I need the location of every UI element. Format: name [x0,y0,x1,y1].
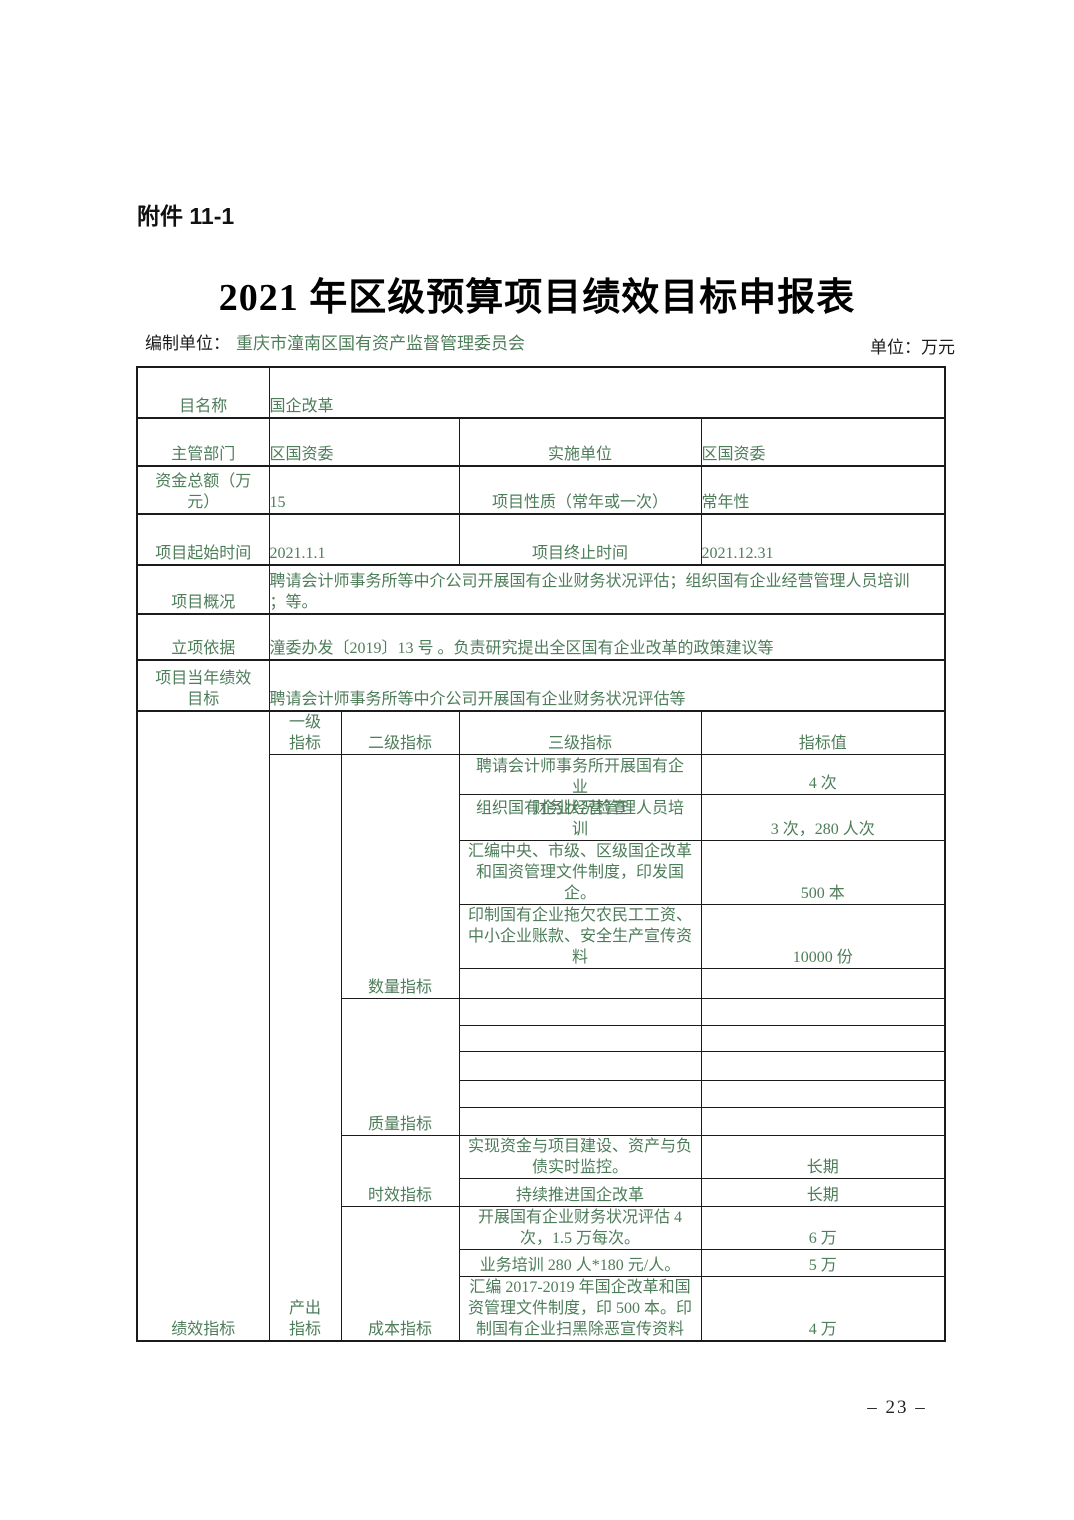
cost-indicator-label: 成本指标 [340,1206,460,1342]
indicator-row: 持续推进国企改革 长期 [137,1178,946,1207]
project-nature-label: 项目性质（常年或一次） [458,465,702,515]
indicator-value: 6 万 [700,1206,946,1250]
level2-header: 二级指标 [340,710,460,755]
indicator-text [458,1051,702,1081]
quality-indicator-label: 质量指标 [340,998,460,1136]
indicator-text: 印制国有企业拖欠农民工工资、 中小企业账款、安全生产宣传资 料 [458,904,702,969]
indicator-row: 组织国有企业经营管理人员培 训 3 次，280 人次 [137,794,946,841]
page-title: 2021 年区级预算项目绩效目标申报表 [218,277,856,319]
row-dates: 项目起始时间 2021.1.1 项目终止时间 2021.12.31 [136,513,946,566]
project-nature-value: 常年性 [700,465,946,515]
prepared-by-label: 编制单位： [145,334,230,353]
indicator-value: 长期 [700,1178,946,1207]
level1-header: 一级 指标 [268,710,342,755]
indicator-text: 实现资金与项目建设、资产与负 债实时监控。 [458,1135,702,1179]
value-header: 指标值 [700,710,946,755]
row-overview: 项目概况 聘请会计师事务所等中介公司开展国有企业财务状况评估；组织国有企业经营管… [136,564,946,615]
end-date-label: 项目终止时间 [458,513,702,566]
indicator-text: 业务培训 280 人*180 元/人。 [458,1249,702,1277]
indicator-text [458,1107,702,1136]
prepared-by-value: 重庆市潼南区国有资产监督管理委员会 [236,334,525,353]
indicator-value: 长期 [700,1135,946,1179]
indicator-text [458,968,702,999]
indicator-text [458,1025,702,1052]
performance-target-table: 目名称 国企改革 主管部门 区国资委 实施单位 区国资委 资金总额（万 元） 1… [136,366,947,1342]
indicator-row: 时效指标 实现资金与项目建设、资产与负 债实时监控。 长期 [137,1135,946,1207]
prepared-by-line: 编制单位： 重庆市潼南区国有资产监督管理委员会 [145,329,525,354]
indicator-row: 印制国有企业拖欠农民工工资、 中小企业账款、安全生产宣传资 料 10000 份 [137,904,946,969]
project-name-value: 国企改革 [268,366,946,419]
row-indicator-header: 绩效指标 一级 指标 二级指标 三级指标 指标值 [136,710,946,1342]
competent-dept-label: 主管部门 [136,417,270,467]
quantity-indicator-label: 数量指标 [340,754,460,999]
indicator-row [137,968,946,999]
indicator-value: 500 本 [700,840,946,905]
indicator-value: 4 次 [700,754,946,795]
indicator-value [700,1025,946,1052]
page-number: – 23 – [867,1397,927,1418]
implementing-unit-label: 实施单位 [458,417,702,467]
indicator-row: 汇编 2017-2019 年国企改革和国 资管理文件制度，印 500 本。印 制… [137,1276,946,1342]
indicator-value [700,998,946,1026]
end-date-value: 2021.12.31 [700,513,946,566]
basis-label: 立项依据 [136,613,270,661]
indicator-row: 成本指标 开展国有企业财务状况评估 4 次，1.5 万每次。 6 万 [137,1206,946,1342]
timeliness-indicator-label: 时效指标 [340,1135,460,1207]
implementing-unit-value: 区国资委 [700,417,946,467]
indicator-row [137,1051,946,1081]
indicator-row: 汇编中央、市级、区级国企改革 和国资管理文件制度，印发国 企。 500 本 [137,840,946,905]
row-basis: 立项依据 潼委办发〔2019〕13 号 。负责研究提出全区国有企业改革的政策建议… [136,613,946,661]
indicator-text: 汇编 2017-2019 年国企改革和国 资管理文件制度，印 500 本。印 制… [458,1276,702,1342]
total-funds-value: 15 [268,465,460,515]
unit-note: 单位：万元 [870,338,955,357]
indicator-text [458,1080,702,1108]
indicator-row: 产出 指标 数量指标 聘请会计师事务所开展国有企 业 财务状况检查 4 次 [137,754,946,1342]
row-project-name: 目名称 国企改革 [136,366,946,419]
indicator-value: 5 万 [700,1249,946,1277]
indicator-text: 组织国有企业经营管理人员培 训 [458,794,702,841]
indicator-value [700,968,946,999]
indicator-row: 业务培训 280 人*180 元/人。 5 万 [137,1249,946,1277]
indicator-value: 4 万 [700,1276,946,1342]
row-funds: 资金总额（万 元） 15 项目性质（常年或一次） 常年性 [136,465,946,515]
indicator-value: 10000 份 [700,904,946,969]
indicator-value [700,1051,946,1081]
overview-value: 聘请会计师事务所等中介公司开展国有企业财务状况评估；组织国有企业经营管理人员培训… [268,564,946,615]
competent-dept-value: 区国资委 [268,417,460,467]
row-departments: 主管部门 区国资委 实施单位 区国资委 [136,417,946,467]
attachment-label: 附件 11-1 [137,203,235,229]
indicator-value: 3 次，280 人次 [700,794,946,841]
indicator-value [700,1107,946,1136]
indicator-row: 质量指标 [137,998,946,1136]
start-date-label: 项目起始时间 [136,513,270,566]
indicator-text [458,998,702,1026]
output-indicator-label: 产出 指标 [268,754,342,1342]
indicator-overflow-text: 聘请会计师事务所开展国有企 业 财务状况检查 [475,758,684,817]
row-annual-target: 项目当年绩效 目标 聘请会计师事务所等中介公司开展国有企业财务状况评估等 [136,659,946,712]
indicator-text: 持续推进国企改革 [458,1178,702,1207]
annual-target-label: 项目当年绩效 目标 [136,659,270,712]
level3-header: 三级指标 [458,710,702,755]
performance-indicator-section-label: 绩效指标 [136,710,270,1342]
total-funds-label: 资金总额（万 元） [136,465,270,515]
indicator-text: 汇编中央、市级、区级国企改革 和国资管理文件制度，印发国 企。 [458,840,702,905]
overview-label: 项目概况 [136,564,270,615]
indicator-row [137,1025,946,1052]
indicator-text: 开展国有企业财务状况评估 4 次，1.5 万每次。 [458,1206,702,1250]
project-name-label: 目名称 [136,366,270,419]
indicator-value [700,1080,946,1108]
annual-target-value: 聘请会计师事务所等中介公司开展国有企业财务状况评估等 [268,659,946,712]
start-date-value: 2021.1.1 [268,513,460,566]
basis-value: 潼委办发〔2019〕13 号 。负责研究提出全区国有企业改革的政策建议等 [268,613,946,661]
indicator-text: 聘请会计师事务所开展国有企 业 财务状况检查 [458,754,702,817]
